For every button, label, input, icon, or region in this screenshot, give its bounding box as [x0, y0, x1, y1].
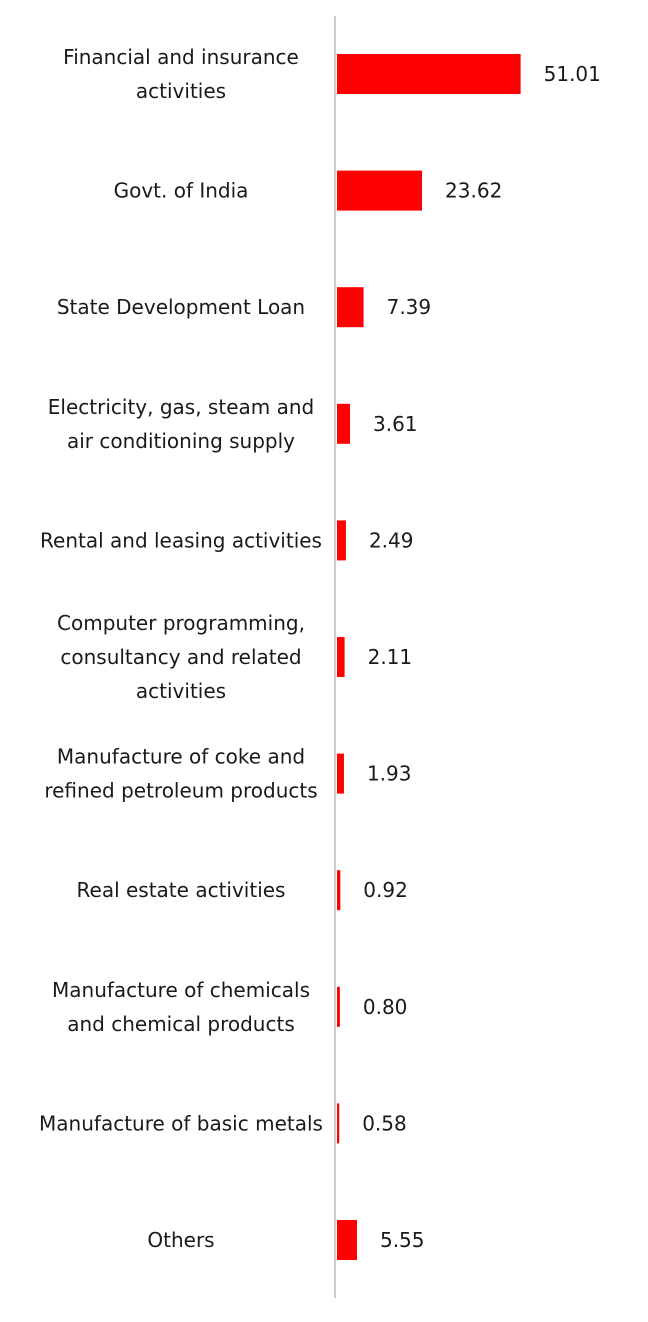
category-label-line: Financial and insurance — [63, 45, 299, 69]
bars-group — [337, 54, 521, 1260]
value-label-2: 7.39 — [387, 295, 432, 319]
category-label-line: and chemical products — [67, 1012, 295, 1036]
category-label-line: air conditioning supply — [67, 429, 295, 453]
category-label-line: Rental and leasing activities — [40, 528, 322, 552]
bar-3 — [337, 403, 350, 444]
bar-1 — [337, 170, 423, 211]
category-label-line: Manufacture of coke and — [57, 745, 305, 769]
value-label-9: 0.58 — [362, 1111, 407, 1135]
category-label-3: Electricity, gas, steam and air condition… — [48, 395, 314, 453]
bar-10 — [337, 1220, 357, 1260]
bar-4 — [337, 520, 346, 561]
value-label-0: 51.01 — [544, 62, 601, 86]
category-label-line: consultancy and related — [60, 645, 301, 669]
category-label-5: Computer programming, consultancy and rel… — [57, 611, 305, 703]
category-label-line: activities — [136, 679, 226, 703]
value-labels-group: 51.01 23.62 7.39 3.61 2.49 2.11 1.93 0.92 0.80 0.… — [362, 62, 601, 1252]
category-label-line: Electricity, gas, steam and — [48, 395, 314, 419]
value-label-1: 23.62 — [445, 179, 502, 203]
category-label-line: Govt. of India — [114, 179, 249, 203]
category-label-line: Manufacture of basic metals — [39, 1111, 323, 1135]
category-label-line: Real estate activities — [77, 878, 286, 902]
category-label-line: Others — [147, 1228, 214, 1252]
bar-6 — [337, 753, 344, 794]
category-label-8: Manufacture of chemicals and chemical pro… — [52, 978, 310, 1036]
bar-2 — [337, 287, 364, 328]
category-label-7: Real estate activities — [77, 878, 286, 902]
category-label-4: Rental and leasing activities — [40, 528, 322, 552]
category-label-10: Others — [147, 1228, 214, 1252]
value-label-10: 5.55 — [380, 1228, 425, 1252]
bar-0 — [337, 54, 521, 94]
category-label-1: Govt. of India — [114, 179, 249, 203]
category-label-9: Manufacture of basic metals — [39, 1111, 323, 1135]
value-label-6: 1.93 — [367, 762, 412, 786]
category-labels-group: Financial and insurance activities Govt. o… — [39, 45, 323, 1252]
bar-7 — [337, 870, 341, 911]
category-label-6: Manufacture of coke and refined petroleum… — [44, 745, 317, 803]
category-label-0: Financial and insurance activities — [63, 45, 299, 103]
category-label-line: State Development Loan — [57, 295, 305, 319]
category-label-line: refined petroleum products — [44, 779, 317, 803]
value-label-7: 0.92 — [363, 878, 408, 902]
category-label-line: Manufacture of chemicals — [52, 978, 310, 1002]
value-label-3: 3.61 — [373, 412, 418, 436]
value-label-5: 2.11 — [368, 645, 413, 669]
bar-8 — [337, 986, 340, 1027]
bar-9 — [337, 1103, 340, 1144]
category-label-line: Computer programming, — [57, 611, 305, 635]
value-label-4: 2.49 — [369, 528, 414, 552]
category-label-line: activities — [136, 79, 226, 103]
bar-5 — [337, 637, 345, 677]
category-label-2: State Development Loan — [57, 295, 305, 319]
value-label-8: 0.80 — [363, 995, 408, 1019]
